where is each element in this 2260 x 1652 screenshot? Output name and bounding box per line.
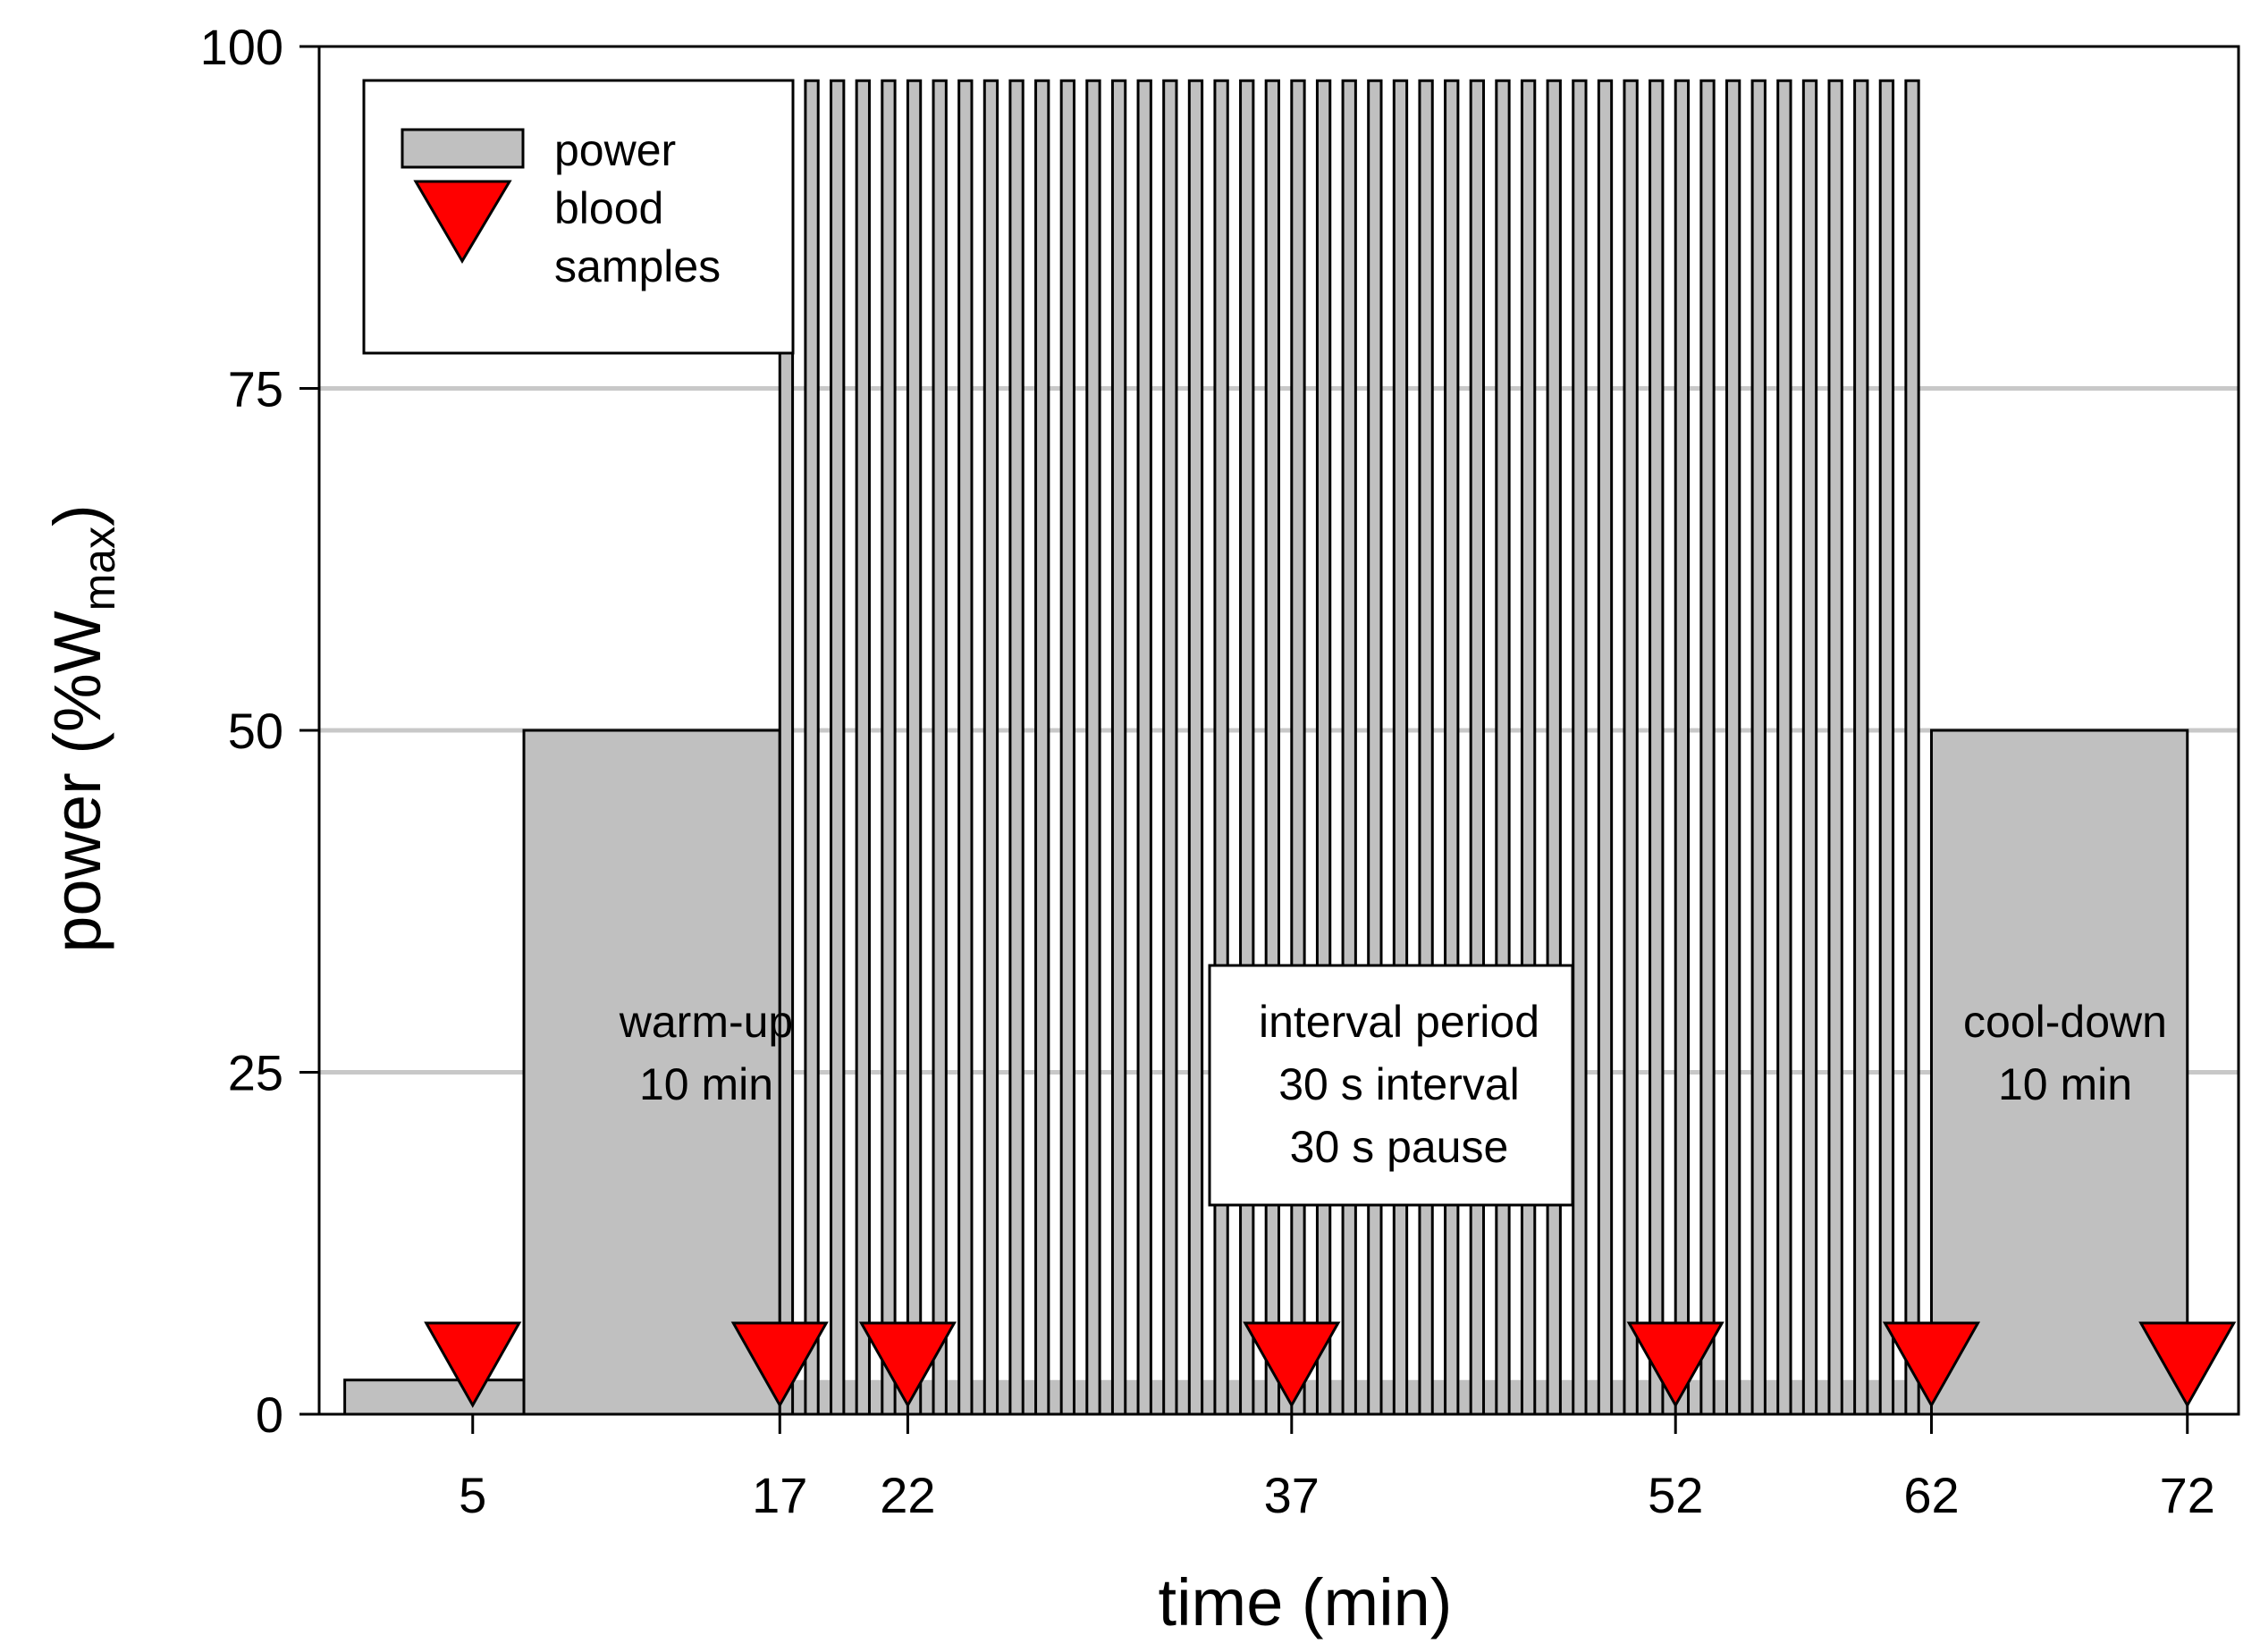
- legend-marker-blood-samples: [413, 180, 512, 264]
- y-tick-label-25: 25: [228, 1045, 283, 1101]
- warmup-label-line-2: 10 min: [639, 1059, 773, 1109]
- power-interval-bar: [1725, 79, 1741, 1416]
- power-interval-bar: [1034, 79, 1050, 1416]
- power-interval-bar: [1444, 79, 1460, 1416]
- power-interval-bar: [1367, 79, 1383, 1416]
- legend-label-power: power: [554, 125, 676, 175]
- power-interval-bar: [1213, 79, 1229, 1416]
- power-interval-bar: [1597, 79, 1614, 1416]
- power-interval-bar: [1136, 79, 1152, 1416]
- interval-label-line-1: interval period: [1259, 997, 1539, 1047]
- x-axis-title: time (min): [1159, 1565, 1453, 1639]
- power-segment-cool-down: [1929, 729, 2189, 1416]
- warmup-label-line-1: warm-up: [619, 997, 793, 1047]
- blood-sample-marker-5: [424, 1321, 522, 1409]
- power-interval-bar: [1085, 79, 1101, 1416]
- y-tick-label-0: 0: [256, 1386, 283, 1443]
- power-interval-bar: [1290, 79, 1306, 1416]
- power-interval-bar: [1059, 79, 1075, 1416]
- power-interval-bar: [1392, 79, 1409, 1416]
- y-axis-title-subscript: max: [74, 527, 124, 611]
- blood-sample-marker-72: [2138, 1321, 2237, 1409]
- x-tick-label-37: 37: [1264, 1467, 1320, 1523]
- interval-label-line-2: 30 s interval: [1278, 1059, 1520, 1109]
- x-axis-ticks: 5 17 22 37 52 62 72: [459, 1414, 2215, 1523]
- x-tick-label-52: 52: [1648, 1467, 1703, 1523]
- power-interval-bar: [1520, 79, 1537, 1416]
- power-interval-bar: [881, 79, 897, 1416]
- power-interval-bar: [932, 79, 948, 1416]
- interval-annotation-box: [1208, 964, 1574, 1207]
- cooldown-label-line-2: 10 min: [1998, 1059, 2132, 1109]
- interval-label-line-3: 30 s pause: [1290, 1122, 1509, 1172]
- y-tick-label-50: 50: [228, 703, 283, 759]
- x-tick-label-72: 72: [2160, 1467, 2215, 1523]
- power-interval-bar: [1187, 79, 1204, 1416]
- power-interval-bar: [1904, 79, 1920, 1416]
- power-interval-bar: [1649, 79, 1665, 1416]
- x-tick-label-5: 5: [459, 1467, 486, 1523]
- y-axis-ticks: 0 25 50 75 100: [200, 19, 319, 1443]
- power-interval-bar: [1776, 79, 1792, 1416]
- power-interval-bar: [855, 79, 871, 1416]
- power-interval-bar: [982, 79, 999, 1416]
- y-axis-title: power (%Wmax): [40, 504, 124, 953]
- power-segment-rest: [343, 1378, 526, 1416]
- power-interval-bar: [1623, 79, 1639, 1416]
- power-interval-bar: [1162, 79, 1178, 1416]
- power-interval-bar: [1878, 79, 1895, 1416]
- annotations: warm-up 10 min interval period 30 s inte…: [619, 964, 2167, 1207]
- blood-sample-marker-17: [730, 1321, 829, 1409]
- power-interval-bar: [1341, 79, 1357, 1416]
- blood-sample-marker-22: [858, 1321, 957, 1409]
- y-axis-title-main: power (%W: [40, 611, 114, 953]
- power-interval-bar: [1801, 79, 1818, 1416]
- legend-label-blood: blood: [554, 183, 663, 233]
- power-interval-bar: [1674, 79, 1691, 1416]
- power-interval-bar: [1469, 79, 1486, 1416]
- y-axis-title-suffix: ): [40, 504, 114, 527]
- power-interval-bar: [1008, 79, 1025, 1416]
- power-interval-bar: [1699, 79, 1716, 1416]
- blood-sample-markers: [424, 1321, 2237, 1409]
- x-tick-label-17: 17: [752, 1467, 807, 1523]
- power-interval-bar: [1110, 79, 1127, 1416]
- blood-sample-marker-62: [1882, 1321, 1981, 1409]
- power-interval-bar: [804, 79, 820, 1416]
- power-interval-bar: [1239, 79, 1255, 1416]
- power-segment-warm-up: [522, 729, 781, 1416]
- cooldown-label-line-1: cool-down: [1963, 997, 2167, 1047]
- y-tick-label-100: 100: [200, 19, 283, 75]
- y-tick-label-75: 75: [228, 361, 283, 417]
- legend-swatch-power: [401, 128, 525, 169]
- power-interval-bar: [1853, 79, 1869, 1416]
- power-interval-bar: [1572, 79, 1588, 1416]
- power-interval-bar: [1264, 79, 1280, 1416]
- blood-sample-marker-37: [1243, 1321, 1341, 1409]
- legend-label-samples: samples: [554, 241, 721, 291]
- legend: power blood samples: [362, 79, 795, 355]
- power-interval-bar: [906, 79, 923, 1416]
- power-interval-bar: [830, 79, 846, 1416]
- power-interval-bar: [1495, 79, 1511, 1416]
- power-interval-bar: [1750, 79, 1767, 1416]
- power-interval-bar: [1418, 79, 1434, 1416]
- x-tick-label-22: 22: [880, 1467, 935, 1523]
- blood-sample-marker-52: [1626, 1321, 1725, 1409]
- power-interval-bar: [1546, 79, 1562, 1416]
- power-interval-bar: [957, 79, 974, 1416]
- power-interval-bar: [1315, 79, 1332, 1416]
- power-interval-bar: [1827, 79, 1843, 1416]
- x-tick-label-62: 62: [1903, 1467, 1959, 1523]
